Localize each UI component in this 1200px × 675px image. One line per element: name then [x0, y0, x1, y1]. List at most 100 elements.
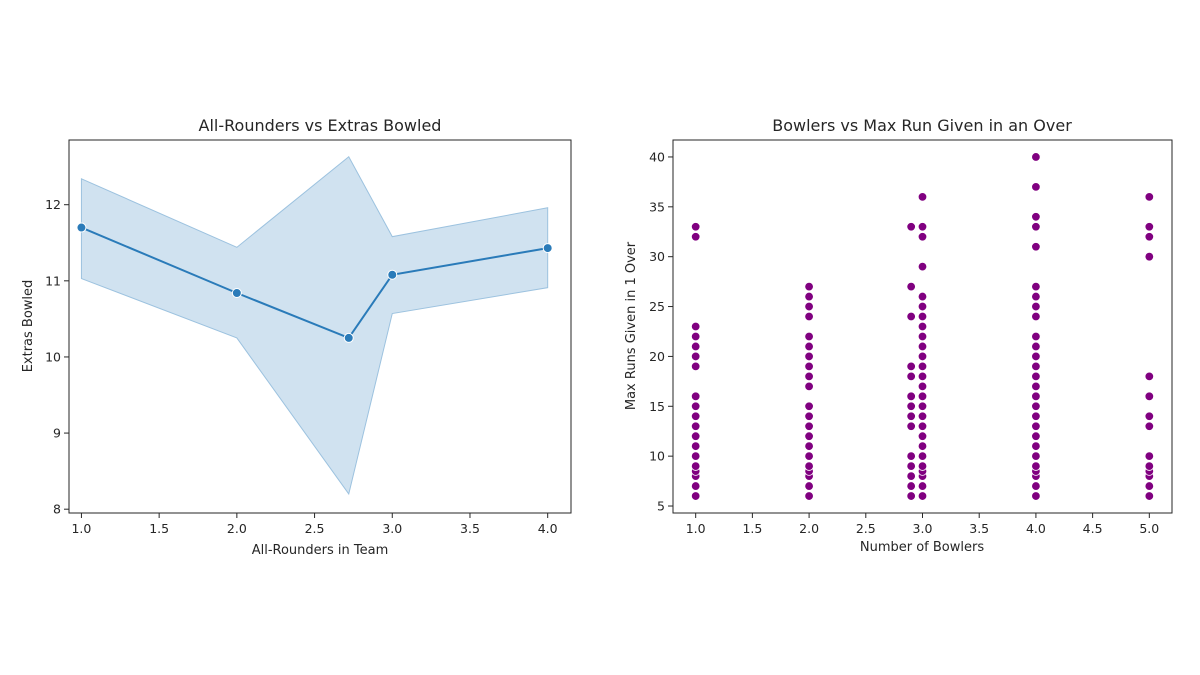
scatter-point: [906, 371, 916, 382]
line-point: [542, 243, 553, 254]
scatter-point: [1144, 391, 1155, 402]
scatter-point: [906, 421, 916, 431]
scatter-chart-x-ticks: 1.0 1.5 2.0 2.5 3.0 3.5 4.0 4.5 5.0: [686, 513, 1159, 536]
scatter-point: [1031, 421, 1041, 431]
line-point: [76, 222, 87, 233]
line-chart-y-tick-label: 12: [45, 197, 61, 212]
scatter-point: [1031, 491, 1041, 501]
scatter-chart-x-tick-label: 2.0: [799, 521, 819, 536]
line-chart-y-label: Extras Bowled: [21, 280, 36, 373]
scatter-point: [690, 461, 701, 471]
scatter-point: [1144, 491, 1155, 501]
scatter-point: [917, 192, 928, 202]
scatter-point: [804, 311, 814, 322]
scatter-point: [690, 411, 701, 421]
scatter-chart-x-tick-label: 1.5: [742, 521, 762, 536]
scatter-point: [804, 431, 814, 441]
scatter-point: [804, 491, 814, 501]
line-chart-title: All-Rounders vs Extras Bowled: [199, 116, 442, 135]
line-chart-y-tick-label: 10: [45, 349, 61, 364]
line-chart-x-tick-label: 2.5: [305, 521, 325, 536]
scatter-point: [906, 311, 916, 322]
scatter-chart-y-tick-label: 5: [657, 499, 665, 514]
scatter-point: [804, 461, 814, 471]
scatter-point: [1031, 341, 1041, 352]
scatter-point: [917, 351, 928, 362]
line-point: [343, 332, 354, 343]
scatter-point: [1031, 401, 1041, 411]
scatter-point: [690, 451, 701, 461]
scatter-chart-y-tick-label: 30: [649, 249, 665, 264]
scatter-point: [1031, 222, 1041, 232]
line-chart-x-label: All-Rounders in Team: [252, 543, 389, 558]
scatter-point: [1031, 182, 1041, 192]
scatter-point: [1031, 381, 1041, 392]
scatter-point: [690, 441, 701, 451]
scatter-point: [1031, 301, 1041, 312]
scatter-point: [1031, 361, 1041, 372]
line-chart-y-tick-label: 8: [53, 502, 61, 517]
scatter-point: [906, 461, 916, 471]
scatter-point: [917, 311, 928, 322]
scatter-point: [917, 381, 928, 392]
scatter-point: [917, 441, 928, 451]
scatter-point: [917, 481, 928, 491]
scatter-point: [917, 232, 928, 242]
scatter-point: [917, 491, 928, 501]
scatter-point: [917, 401, 928, 411]
scatter-point: [917, 361, 928, 372]
scatter-point: [917, 291, 928, 302]
scatter-point: [804, 301, 814, 312]
scatter-point: [690, 222, 701, 232]
scatter-point: [690, 431, 701, 441]
scatter-point: [906, 391, 916, 402]
scatter-chart: Bowlers vs Max Run Given in an Over 1.0 1…: [624, 116, 1173, 555]
scatter-point: [917, 261, 928, 272]
scatter-point: [1031, 351, 1041, 362]
scatter-point: [804, 351, 814, 362]
scatter-point: [690, 341, 701, 352]
scatter-point: [1031, 212, 1041, 222]
scatter-point: [906, 491, 916, 501]
scatter-point: [1144, 222, 1155, 232]
scatter-point: [917, 222, 928, 232]
scatter-point: [1031, 311, 1041, 322]
scatter-point: [1031, 242, 1041, 252]
scatter-point: [690, 401, 701, 411]
scatter-point: [1031, 451, 1041, 461]
line-point: [231, 288, 242, 299]
scatter-point: [804, 451, 814, 461]
line-chart-y-tick-label: 11: [45, 273, 61, 288]
line-chart-y-tick-label: 9: [53, 426, 61, 441]
scatter-point: [804, 341, 814, 352]
scatter-point: [1031, 281, 1041, 292]
scatter-point: [690, 331, 701, 342]
scatter-point: [1144, 251, 1155, 262]
scatter-point: [690, 321, 701, 332]
scatter-chart-y-tick-label: 10: [649, 449, 665, 464]
confidence-band: [80, 155, 549, 496]
scatter-chart-plot-area: [690, 152, 1155, 501]
scatter-point: [917, 451, 928, 461]
scatter-point: [804, 411, 814, 421]
scatter-point: [690, 351, 701, 362]
scatter-point: [804, 481, 814, 491]
scatter-chart-x-tick-label: 3.5: [969, 521, 989, 536]
scatter-point: [917, 391, 928, 402]
scatter-point: [917, 431, 928, 441]
line-chart-x-tick-label: 1.5: [149, 521, 169, 536]
scatter-chart-x-tick-label: 4.5: [1083, 521, 1103, 536]
scatter-point: [917, 321, 928, 332]
scatter-point: [1031, 371, 1041, 382]
scatter-chart-y-tick-label: 35: [649, 199, 665, 214]
scatter-point: [1144, 421, 1155, 431]
scatter-point: [1031, 441, 1041, 451]
scatter-point: [917, 331, 928, 342]
scatter-point: [917, 301, 928, 312]
scatter-point: [1031, 152, 1041, 162]
scatter-point: [1031, 391, 1041, 402]
scatter-point: [906, 281, 916, 292]
scatter-point: [906, 222, 916, 232]
scatter-chart-y-label: Max Runs Given in 1 Over: [624, 241, 639, 410]
